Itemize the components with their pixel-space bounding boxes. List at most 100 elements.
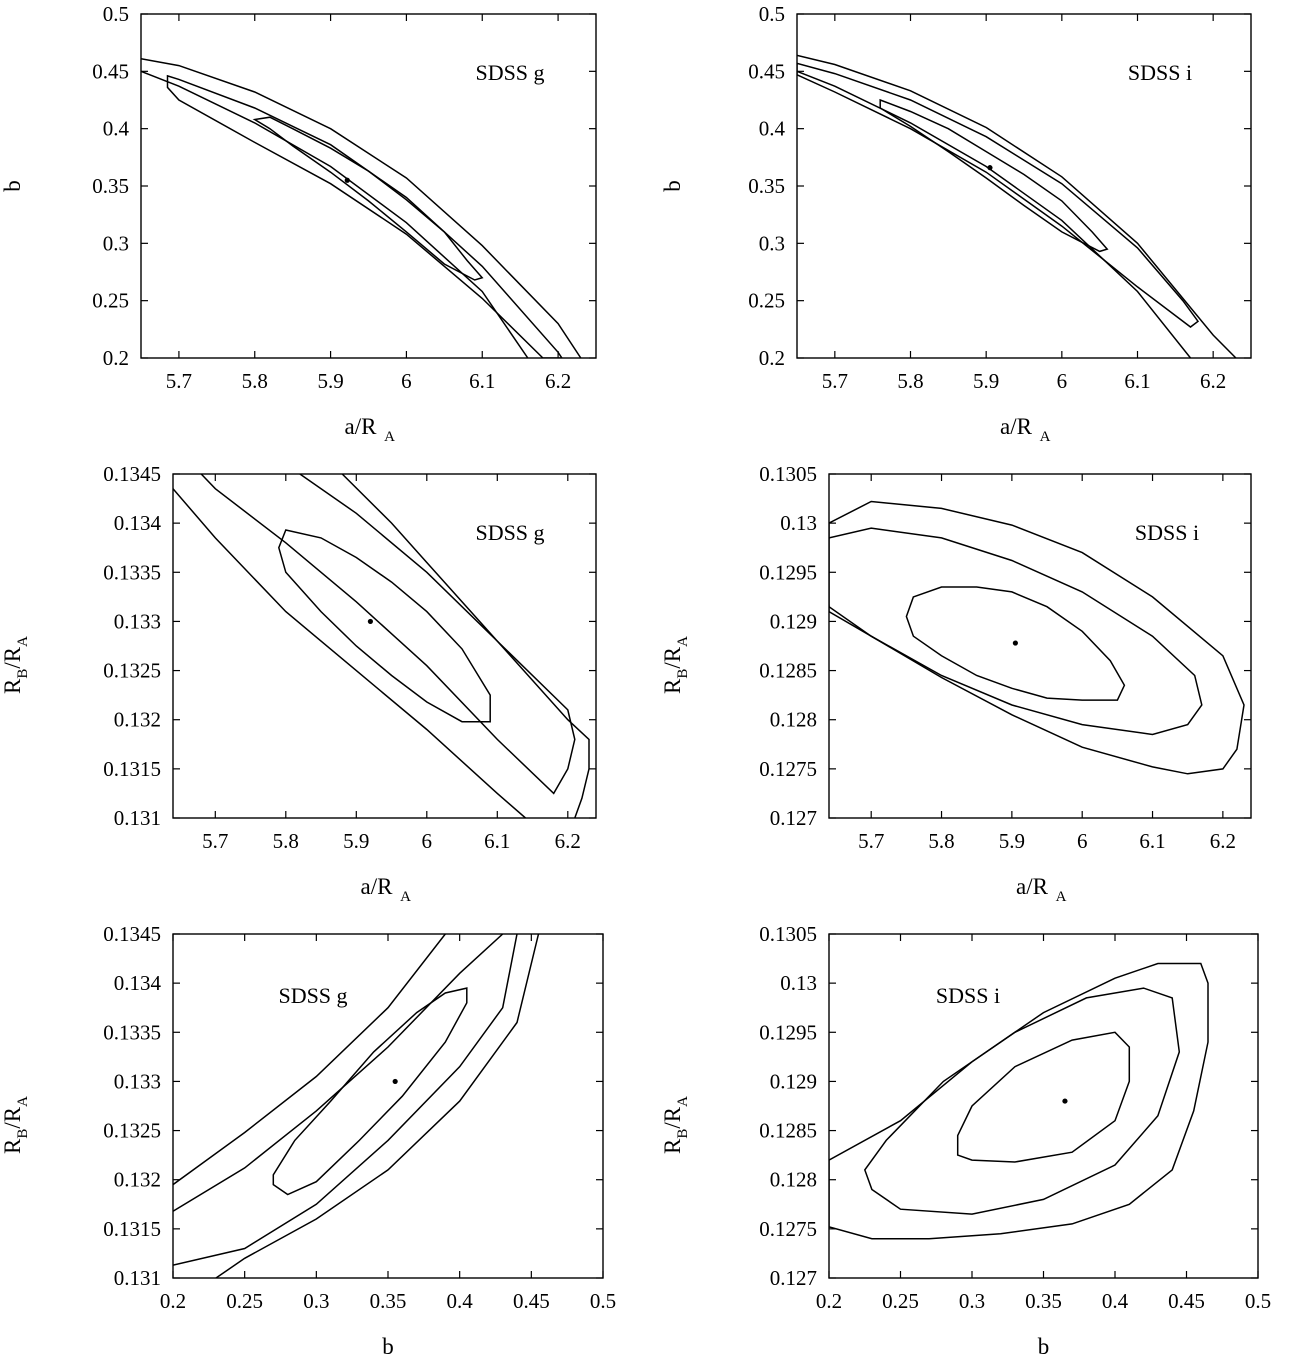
x-tick-label: 6.1 [469,369,495,393]
y-tick-label: 0.1335 [103,560,161,584]
contour-outer [829,500,1245,775]
y-axis-label-divider: /R [0,1106,25,1128]
x-axis-label-subscript: A [400,889,411,905]
contour-inner [278,529,491,723]
y-tick-label: 0.133 [114,609,161,633]
contour-outer [173,488,526,818]
contour-outer [797,70,1192,358]
contour-outer [141,70,529,358]
y-axis-label: RB/RA [660,636,691,694]
best-fit-point [987,165,993,171]
best-fit-point [344,177,350,183]
x-tick-label: 0.4 [1102,1289,1129,1313]
y-tick-label: 0.13 [780,511,817,535]
panel-3-frame [172,473,597,819]
contour-outer [341,474,590,818]
y-tick-label: 0.1295 [759,1020,817,1044]
contour-inner [905,586,1126,701]
y-axis-label-subscript: B [15,669,31,679]
y-axis-label-subscript: B [675,669,691,679]
x-tick-label: 6.2 [555,829,581,853]
best-fit-point [1012,640,1018,646]
y-axis-label-main: R [0,678,25,694]
panel-annotation: SDSS i [1128,60,1192,85]
y-axis-label-divider: /R [660,1106,685,1128]
y-tick-label: 0.35 [92,174,129,198]
y-tick-label: 0.45 [92,59,129,83]
contour-outer [215,934,540,1278]
contour-middle [200,474,576,795]
y-tick-label: 0.1315 [103,1217,161,1241]
contour-middle [173,934,518,1266]
y-axis-label-main: R [660,678,685,694]
y-tick-label: 0.1275 [759,757,817,781]
y-tick-label: 0.1335 [103,1020,161,1044]
y-axis-label: RB/RA [0,1096,31,1154]
y-tick-label: 0.5 [759,2,785,26]
x-axis-label: a/R [1000,414,1033,439]
y-axis-label-main: R [660,1138,685,1154]
y-tick-label: 0.2 [759,346,785,370]
y-tick-label: 0.134 [114,511,162,535]
contour-inner [956,1031,1131,1163]
best-fit-point [1062,1098,1068,1104]
contour-middle [166,74,563,358]
contour-outer [173,934,446,1186]
x-axis-label: a/R [345,414,378,439]
y-tick-label: 0.25 [92,289,129,313]
x-tick-label: 0.3 [959,1289,985,1313]
y-tick-label: 0.129 [770,1069,817,1093]
y-tick-label: 0.133 [114,1069,161,1093]
y-tick-label: 0.1275 [759,1217,817,1241]
x-axis-label: a/R [361,874,394,899]
x-tick-label: 6.2 [1210,829,1236,853]
panel-annotation: SDSS i [936,983,1000,1008]
x-tick-label: 0.45 [513,1289,550,1313]
y-axis-label: RB/RA [660,1096,691,1154]
y-tick-label: 0.1285 [759,1119,817,1143]
y-tick-label: 0.4 [759,117,786,141]
y-tick-label: 0.1315 [103,757,161,781]
contour-inner [879,98,1109,253]
y-axis-label-main: R [0,1138,25,1154]
x-tick-label: 5.7 [202,829,228,853]
x-tick-label: 5.9 [973,369,999,393]
y-tick-label: 0.1285 [759,659,817,683]
x-tick-label: 0.25 [882,1289,919,1313]
x-tick-label: 6.2 [545,369,571,393]
x-tick-label: 6 [422,829,433,853]
y-tick-label: 0.25 [748,289,785,313]
x-tick-label: 6 [1057,369,1068,393]
x-tick-label: 6 [401,369,412,393]
y-tick-label: 0.1305 [759,922,817,946]
x-tick-label: 6.2 [1200,369,1226,393]
y-tick-label: 0.134 [114,971,162,995]
y-axis-label-subscript: A [675,636,691,647]
panel-5-frame [172,933,604,1279]
x-tick-label: 0.25 [226,1289,263,1313]
x-tick-label: 0.2 [816,1289,842,1313]
y-tick-label: 0.3 [103,231,129,255]
y-tick-label: 0.128 [770,1168,817,1192]
y-tick-label: 0.1295 [759,560,817,584]
best-fit-point [367,618,373,625]
x-tick-label: 6 [1077,829,1088,853]
y-axis-label-divider: /R [0,646,25,668]
y-tick-label: 0.129 [770,609,817,633]
y-axis-label-subscript: B [15,1129,31,1139]
contour-inner [252,116,484,281]
y-tick-label: 0.45 [748,59,785,83]
x-tick-label: 6.1 [1139,829,1165,853]
x-tick-label: 0.5 [590,1289,616,1313]
y-tick-label: 0.131 [114,806,161,830]
y-tick-label: 0.132 [114,1168,161,1192]
x-tick-label: 5.7 [822,369,848,393]
y-tick-label: 0.1325 [103,1119,161,1143]
x-tick-label: 6.1 [1124,369,1150,393]
y-axis-label: b [660,180,685,192]
contour-middle [829,527,1203,736]
panel-annotation: SDSS g [475,520,544,545]
y-tick-label: 0.1305 [759,462,817,486]
y-tick-label: 0.1345 [103,462,161,486]
